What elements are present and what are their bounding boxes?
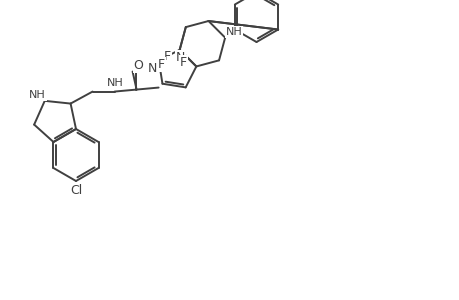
Text: F: F bbox=[164, 50, 171, 63]
Text: N: N bbox=[148, 62, 157, 75]
Text: NH: NH bbox=[29, 90, 46, 100]
Text: N: N bbox=[176, 51, 185, 64]
Text: NH: NH bbox=[225, 27, 242, 37]
Text: Cl: Cl bbox=[70, 184, 82, 197]
Text: NH: NH bbox=[107, 78, 123, 88]
Text: F: F bbox=[180, 56, 187, 69]
Text: O: O bbox=[134, 59, 143, 72]
Text: F: F bbox=[158, 58, 165, 70]
